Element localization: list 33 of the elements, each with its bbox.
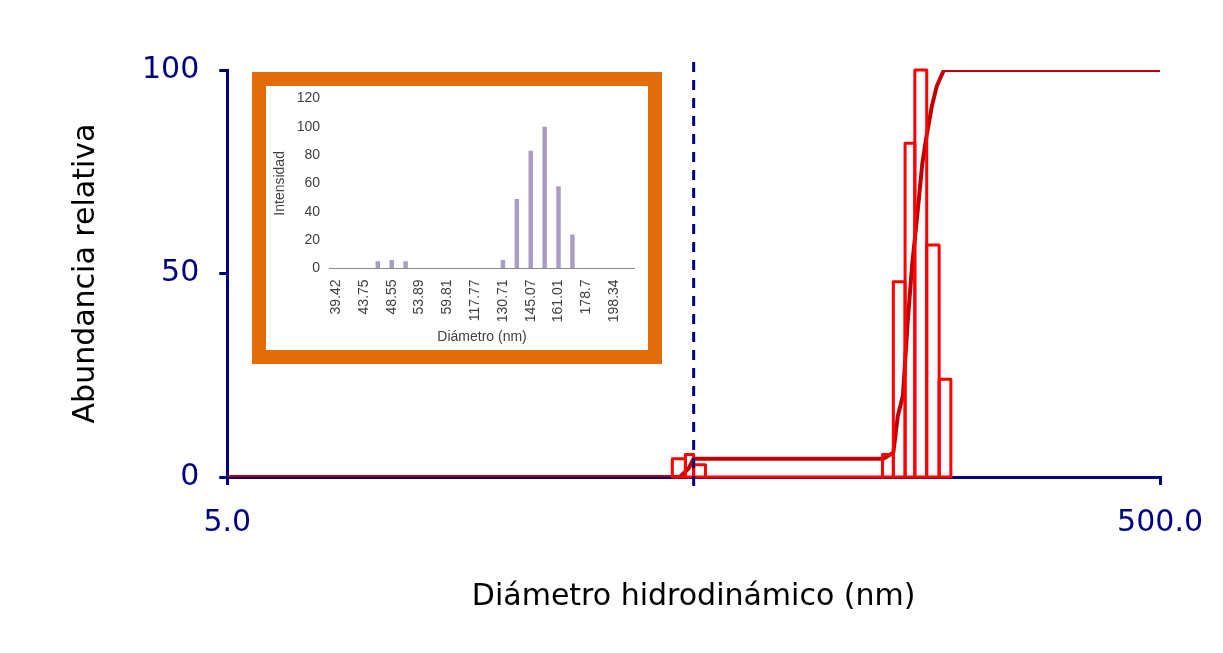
- y-axis-title: Intensidad: [271, 151, 288, 216]
- x-tick-label: 53.89: [410, 279, 427, 315]
- y-axis-title: Abundancia relativa: [65, 123, 101, 424]
- bar: [542, 126, 547, 269]
- bar: [570, 234, 575, 269]
- y-tick-label: 100: [296, 117, 321, 134]
- x-axis-title: Diámetro (nm): [437, 328, 527, 345]
- x-tick-label: 117.77: [465, 279, 482, 322]
- x-tick-label: 59.81: [438, 279, 455, 315]
- x-tick-label: 145.07: [521, 279, 538, 323]
- y-tick-label: 0: [312, 259, 321, 276]
- bar: [389, 259, 394, 269]
- y-tick-label: 120: [296, 89, 321, 106]
- x-tick-label: 48.55: [382, 279, 399, 315]
- bar: [556, 186, 561, 269]
- y-tick-label: 60: [304, 174, 321, 191]
- x-tick-label: 130.71: [493, 279, 510, 323]
- y-tick-label: 40: [304, 202, 321, 219]
- y-tick-label: 20: [304, 230, 321, 247]
- x-tick-label: 5.0: [203, 502, 252, 538]
- x-tick-label: 39.42: [326, 279, 343, 315]
- x-tick-label: 178.7: [577, 279, 594, 315]
- x-tick-label: 161.01: [549, 279, 566, 323]
- x-tick-label: 43.75: [354, 279, 371, 315]
- x-tick-label: 500.0: [1117, 502, 1203, 538]
- bar: [528, 150, 533, 269]
- y-tick-label: 100: [142, 49, 200, 85]
- bar: [403, 261, 408, 269]
- y-tick-label: 80: [304, 145, 321, 162]
- x-axis-title: Diámetro hidrodinámico (nm): [471, 576, 916, 612]
- y-tick-label: 50: [161, 253, 200, 289]
- x-tick-label: 198.34: [604, 279, 621, 323]
- y-tick-label: 0: [180, 456, 200, 492]
